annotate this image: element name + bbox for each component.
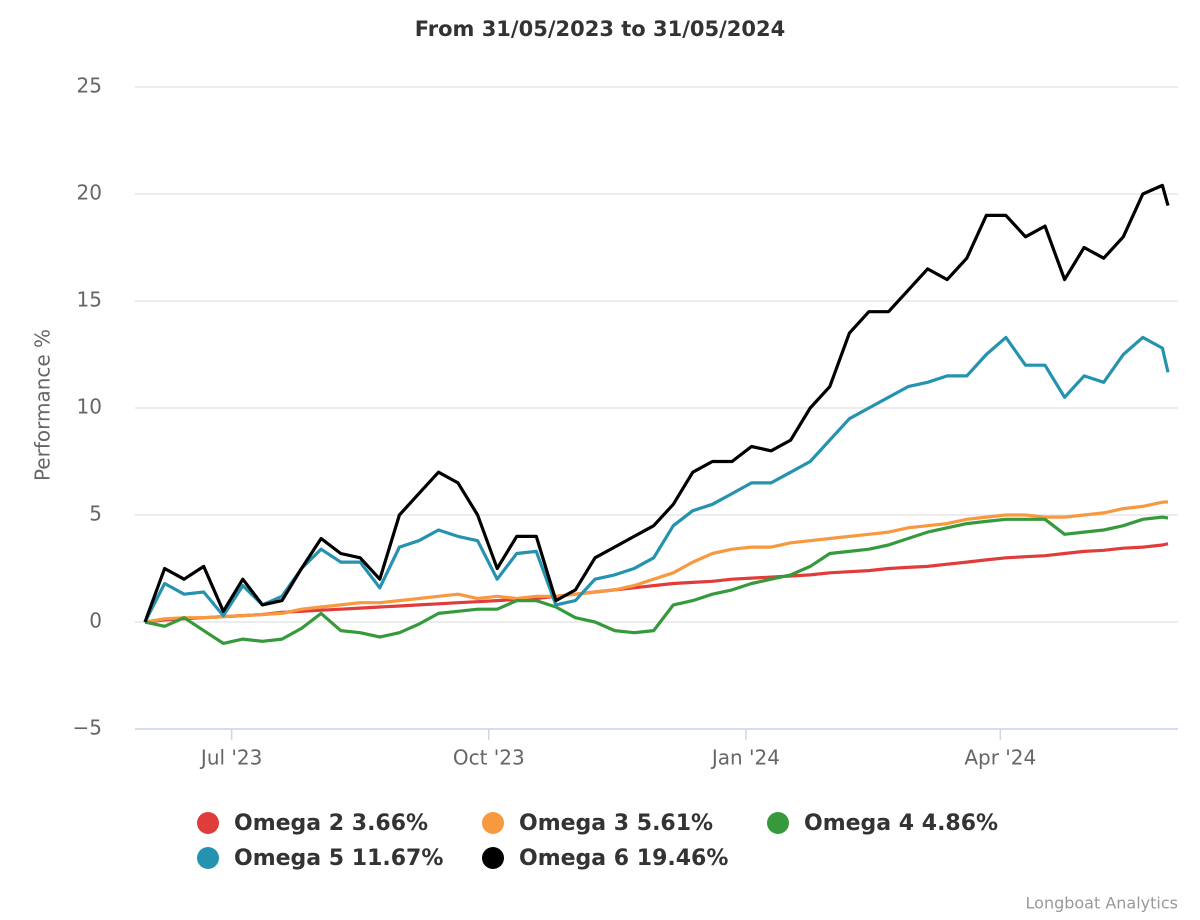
y-tick-label: 20 — [77, 181, 102, 205]
legend-marker — [197, 812, 219, 834]
x-tick-label: Jan '24 — [710, 746, 780, 770]
y-tick-label: 15 — [77, 288, 102, 312]
legend-marker — [197, 847, 219, 869]
y-tick-label: 0 — [89, 609, 102, 633]
y-tick-label: 25 — [77, 74, 102, 98]
y-tick-label: 10 — [77, 395, 102, 419]
legend-marker — [482, 847, 504, 869]
series-line — [143, 183, 1170, 623]
series-line — [144, 515, 1169, 645]
x-tick-label: Jul '23 — [199, 746, 262, 770]
series-line — [144, 542, 1169, 624]
series-line — [144, 500, 1169, 624]
legend-label: Omega 4 4.86% — [804, 811, 998, 836]
legend-label: Omega 5 11.67% — [234, 846, 443, 871]
legend-marker — [767, 812, 789, 834]
y-tick-label: 5 — [89, 502, 102, 526]
y-tick-label: −5 — [73, 716, 102, 740]
series-line — [143, 335, 1170, 623]
x-tick-label: Apr '24 — [964, 746, 1036, 770]
x-tick-label: Oct '23 — [453, 746, 525, 770]
legend-marker — [482, 812, 504, 834]
credits: Longboat Analytics — [1026, 894, 1178, 913]
y-axis-label: Performance % — [31, 329, 55, 481]
legend-label: Omega 3 5.61% — [519, 811, 713, 836]
chart-title: From 31/05/2023 to 31/05/2024 — [415, 17, 786, 41]
legend-label: Omega 2 3.66% — [234, 811, 428, 836]
legend-label: Omega 6 19.46% — [519, 846, 728, 871]
